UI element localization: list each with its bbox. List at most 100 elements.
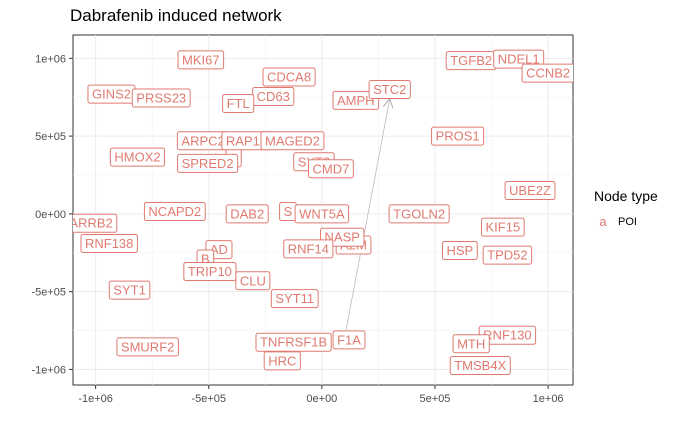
node-label-box bbox=[270, 289, 319, 309]
node-label-box bbox=[222, 93, 255, 113]
node-label: SYT11 bbox=[270, 289, 319, 309]
node-label-box bbox=[177, 50, 225, 70]
occluded-node-label: F1A bbox=[332, 330, 366, 350]
node-label: SPRED2 bbox=[177, 153, 239, 173]
node-label: AMPH bbox=[332, 90, 380, 110]
node-label: ARPC2 bbox=[176, 131, 230, 151]
legend: Node type a POI bbox=[594, 188, 658, 229]
node-label-text: HMOX2 bbox=[114, 150, 160, 165]
node-label-text: SMURF2 bbox=[121, 339, 174, 354]
node-label-text: NCAPD2 bbox=[148, 204, 201, 219]
x-tick-label: -5e+05 bbox=[191, 393, 226, 405]
node-label-text: PRSS23 bbox=[136, 91, 186, 106]
node-label: SMURF2 bbox=[116, 337, 179, 357]
node-label: MKI67 bbox=[177, 50, 225, 70]
node-label-text: HRC bbox=[268, 353, 296, 368]
node-label-box bbox=[255, 332, 332, 352]
node-label-text: MKI67 bbox=[182, 52, 220, 67]
node-label-text: HSP bbox=[447, 243, 474, 258]
node-label-text: PROS1 bbox=[436, 129, 480, 144]
node-label-box bbox=[131, 88, 191, 108]
node-label-box bbox=[109, 147, 166, 167]
node-label-box bbox=[260, 131, 325, 151]
x-tick-label: 0e+00 bbox=[306, 393, 337, 405]
node-label-text: MAGED2 bbox=[265, 133, 320, 148]
node-label: STC2 bbox=[368, 79, 411, 99]
node-label-text: GINS2 bbox=[92, 87, 131, 102]
node-label-text: ARRB2 bbox=[69, 216, 112, 231]
node-label-text: NASP bbox=[325, 230, 360, 245]
node-label-box bbox=[482, 245, 533, 265]
node-label-box bbox=[481, 217, 525, 237]
node-label-box bbox=[493, 49, 545, 69]
node-label-text: TRIP10 bbox=[188, 264, 232, 279]
node-label-text: SYT11 bbox=[275, 291, 314, 306]
node-label-text: FTL bbox=[227, 96, 250, 111]
node-label-text: CMD7 bbox=[312, 161, 349, 176]
node-label-text: RAP1B bbox=[226, 133, 269, 148]
node-label-box bbox=[368, 79, 411, 99]
node-label-box bbox=[521, 63, 573, 83]
node-label-box bbox=[143, 202, 206, 222]
legend-key-glyph: a bbox=[599, 214, 607, 229]
node-label: CDCA8 bbox=[262, 67, 316, 87]
node-label-text: ARPC2 bbox=[181, 133, 224, 148]
node-label-box bbox=[235, 271, 271, 291]
y-tick-label: -1e+06 bbox=[31, 364, 66, 376]
node-label-box bbox=[431, 126, 485, 146]
node-label-text: NDEL1 bbox=[498, 52, 540, 67]
node-label-text: DAB2 bbox=[230, 206, 264, 221]
node-label-text: TGOLN2 bbox=[393, 206, 445, 221]
node-label-text: CDCA8 bbox=[267, 70, 311, 85]
node-label: HRC bbox=[263, 351, 301, 371]
node-label: TGOLN2 bbox=[388, 204, 450, 224]
legend-title: Node type bbox=[594, 188, 658, 204]
occluded-node-label-text: S bbox=[284, 204, 293, 219]
node-label-box bbox=[452, 334, 490, 354]
x-tick-label: -1e+06 bbox=[78, 393, 113, 405]
node-label-text: MTH bbox=[457, 336, 485, 351]
x-tick-label: 1e+06 bbox=[533, 393, 564, 405]
node-label-box bbox=[183, 261, 237, 281]
y-tick-label: 5e+05 bbox=[35, 131, 66, 143]
node-label: MTH bbox=[452, 334, 490, 354]
node-label-text: TNFRSF1B bbox=[260, 335, 327, 350]
node-label-box bbox=[116, 337, 179, 357]
node-label: TNFRSF1B bbox=[255, 332, 332, 352]
node-label-text: AMPH bbox=[337, 93, 375, 108]
node-label-box bbox=[225, 204, 269, 224]
node-label-box bbox=[283, 239, 334, 259]
node-label: CMD7 bbox=[307, 159, 354, 179]
node-label-box bbox=[73, 213, 118, 233]
node-label-box bbox=[442, 240, 478, 260]
node-label-text: SYT1 bbox=[113, 283, 146, 298]
node-label: UBE2Z bbox=[504, 181, 556, 201]
node-label: KIF15 bbox=[481, 217, 525, 237]
occluded-node-label-text: B bbox=[201, 252, 210, 267]
node-label: WNT5A bbox=[294, 204, 350, 224]
node-label: TMSB4X bbox=[449, 356, 511, 376]
node-label-box bbox=[307, 159, 354, 179]
node-label: HSP bbox=[442, 240, 478, 260]
node-label-text: KIF15 bbox=[486, 220, 521, 235]
node-label-text: SPRED2 bbox=[182, 156, 234, 171]
node-label: RNF14 bbox=[283, 239, 334, 259]
x-tick-label: 5e+05 bbox=[420, 393, 451, 405]
occluded-node-label-box bbox=[332, 330, 366, 350]
node-label: RNF138 bbox=[80, 233, 138, 253]
node-label: CCNB2 bbox=[521, 63, 573, 83]
node-label: HMOX2 bbox=[109, 147, 166, 167]
network-edge bbox=[344, 99, 389, 339]
y-tick-label: 0e+00 bbox=[35, 209, 66, 221]
node-label: CLU bbox=[235, 271, 271, 291]
node-label-text: TPD52 bbox=[487, 248, 527, 263]
node-label: GINS2 bbox=[87, 84, 136, 104]
node-label-box bbox=[263, 351, 301, 371]
node-label: RNF130 bbox=[478, 325, 537, 345]
node-label: TRIP10 bbox=[183, 261, 237, 281]
node-label: TGFB2 bbox=[445, 51, 497, 71]
y-tick-label: 1e+06 bbox=[35, 53, 66, 65]
node-label: SYT1 bbox=[108, 280, 151, 300]
edge-layer bbox=[344, 99, 389, 339]
